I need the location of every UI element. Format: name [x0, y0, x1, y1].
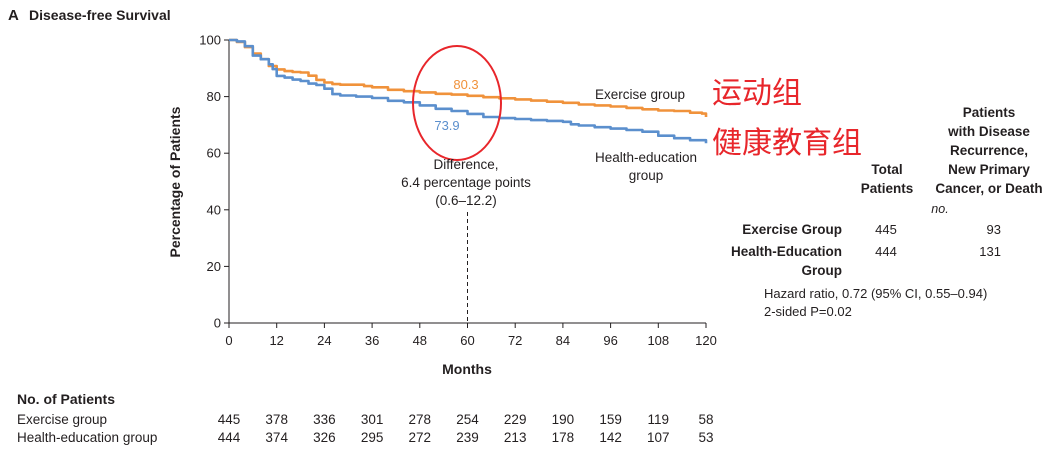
events-header-2: with Disease: [947, 124, 1030, 139]
at-risk-value: 295: [361, 430, 384, 445]
health-series-label-2: group: [629, 168, 664, 183]
row-exercise-total: 445: [875, 222, 897, 237]
panel-letter: A: [8, 7, 19, 24]
total-header-1: Total: [871, 162, 902, 177]
at-risk-value: 142: [599, 430, 622, 445]
at-risk-value: 53: [698, 430, 713, 445]
at-risk-value: 119: [648, 412, 670, 427]
at-risk-value: 190: [552, 412, 575, 427]
y-tick-label: 20: [207, 259, 221, 274]
row-health-label-1: Health-Education: [731, 244, 842, 259]
at-risk-value: 278: [409, 412, 432, 427]
events-header-3: Recurrence,: [950, 143, 1028, 158]
exercise-overlay-label: 运动组: [712, 77, 802, 110]
row-exercise-events: 93: [987, 222, 1001, 237]
at-risk-value: 272: [409, 430, 432, 445]
at-risk-row-label-exercise: Exercise group: [17, 412, 107, 427]
events-header-1: Patients: [963, 105, 1016, 120]
health-value-60: 73.9: [434, 118, 459, 133]
total-header-2: Patients: [861, 181, 914, 196]
x-tick-label: 108: [647, 333, 669, 348]
highlight-circle: [412, 45, 502, 161]
x-tick-label: 84: [556, 333, 570, 348]
events-header-5: Cancer, or Death: [935, 181, 1042, 196]
at-risk-value: 445: [218, 412, 241, 427]
health-series-label-1: Health-education: [595, 150, 697, 165]
health-overlay-label: 健康教育组: [712, 127, 862, 160]
at-risk-value: 58: [698, 412, 713, 427]
difference-label-3: (0.6–12.2): [435, 193, 497, 208]
at-risk-value: 374: [265, 430, 288, 445]
survival-curves: [229, 38, 708, 144]
at-risk-value: 254: [456, 412, 479, 427]
at-risk-value: 213: [504, 430, 527, 445]
y-tick-label: 0: [214, 316, 221, 331]
difference-label-1: Difference,: [433, 157, 498, 172]
row-health-label-2: Group: [802, 263, 843, 278]
y-tick-label: 100: [199, 33, 221, 48]
x-tick-label: 48: [413, 333, 427, 348]
row-health-total: 444: [875, 244, 897, 259]
exercise-curve: [229, 38, 708, 117]
at-risk-value: 336: [313, 412, 336, 427]
hazard-ratio-text: Hazard ratio, 0.72 (95% CI, 0.55–0.94): [764, 286, 987, 301]
y-ticks: 0 20 40 60 80 100: [199, 33, 229, 331]
at-risk-value: 239: [456, 430, 479, 445]
x-ticks: 0 12 24 36 48 60 72 84 96 108 120: [225, 323, 717, 348]
at-risk-value: 107: [647, 430, 670, 445]
x-tick-label: 72: [508, 333, 522, 348]
y-axis-label: Percentage of Patients: [167, 106, 183, 257]
x-tick-label: 12: [269, 333, 283, 348]
summary-table: Patients with Disease Recurrence, New Pr…: [731, 105, 1043, 319]
at-risk-value: 301: [361, 412, 384, 427]
x-tick-label: 96: [603, 333, 617, 348]
health-education-curve: [229, 38, 708, 144]
at-risk-value: 229: [504, 412, 527, 427]
at-risk-values: 445 378 336 301 278 254 229 190 159 119 58 444 374 32…: [218, 412, 714, 445]
at-risk-value: 444: [218, 430, 241, 445]
exercise-series-label: Exercise group: [595, 87, 685, 102]
unit-label: no.: [931, 202, 948, 216]
y-tick-label: 60: [207, 146, 221, 161]
x-tick-label: 0: [225, 333, 232, 348]
at-risk-value: 178: [552, 430, 575, 445]
exercise-value-60: 80.3: [453, 77, 478, 92]
at-risk-row-label-health: Health-education group: [17, 430, 157, 445]
x-tick-label: 36: [365, 333, 379, 348]
events-header-4: New Primary: [948, 162, 1030, 177]
row-health-events: 131: [979, 244, 1001, 259]
p-value-text: 2-sided P=0.02: [764, 304, 852, 319]
x-tick-label: 24: [317, 333, 331, 348]
at-risk-title: No. of Patients: [17, 391, 115, 407]
x-tick-label: 60: [460, 333, 474, 348]
at-risk-value: 326: [313, 430, 336, 445]
at-risk-value: 159: [599, 412, 622, 427]
row-exercise-label: Exercise Group: [742, 222, 842, 237]
x-axis-label: Months: [442, 361, 492, 377]
panel-title: Disease-free Survival: [29, 7, 171, 23]
x-tick-label: 120: [695, 333, 717, 348]
difference-label-2: 6.4 percentage points: [401, 175, 531, 190]
at-risk-value: 378: [265, 412, 288, 427]
y-tick-label: 80: [207, 89, 221, 104]
y-tick-label: 40: [207, 202, 221, 217]
